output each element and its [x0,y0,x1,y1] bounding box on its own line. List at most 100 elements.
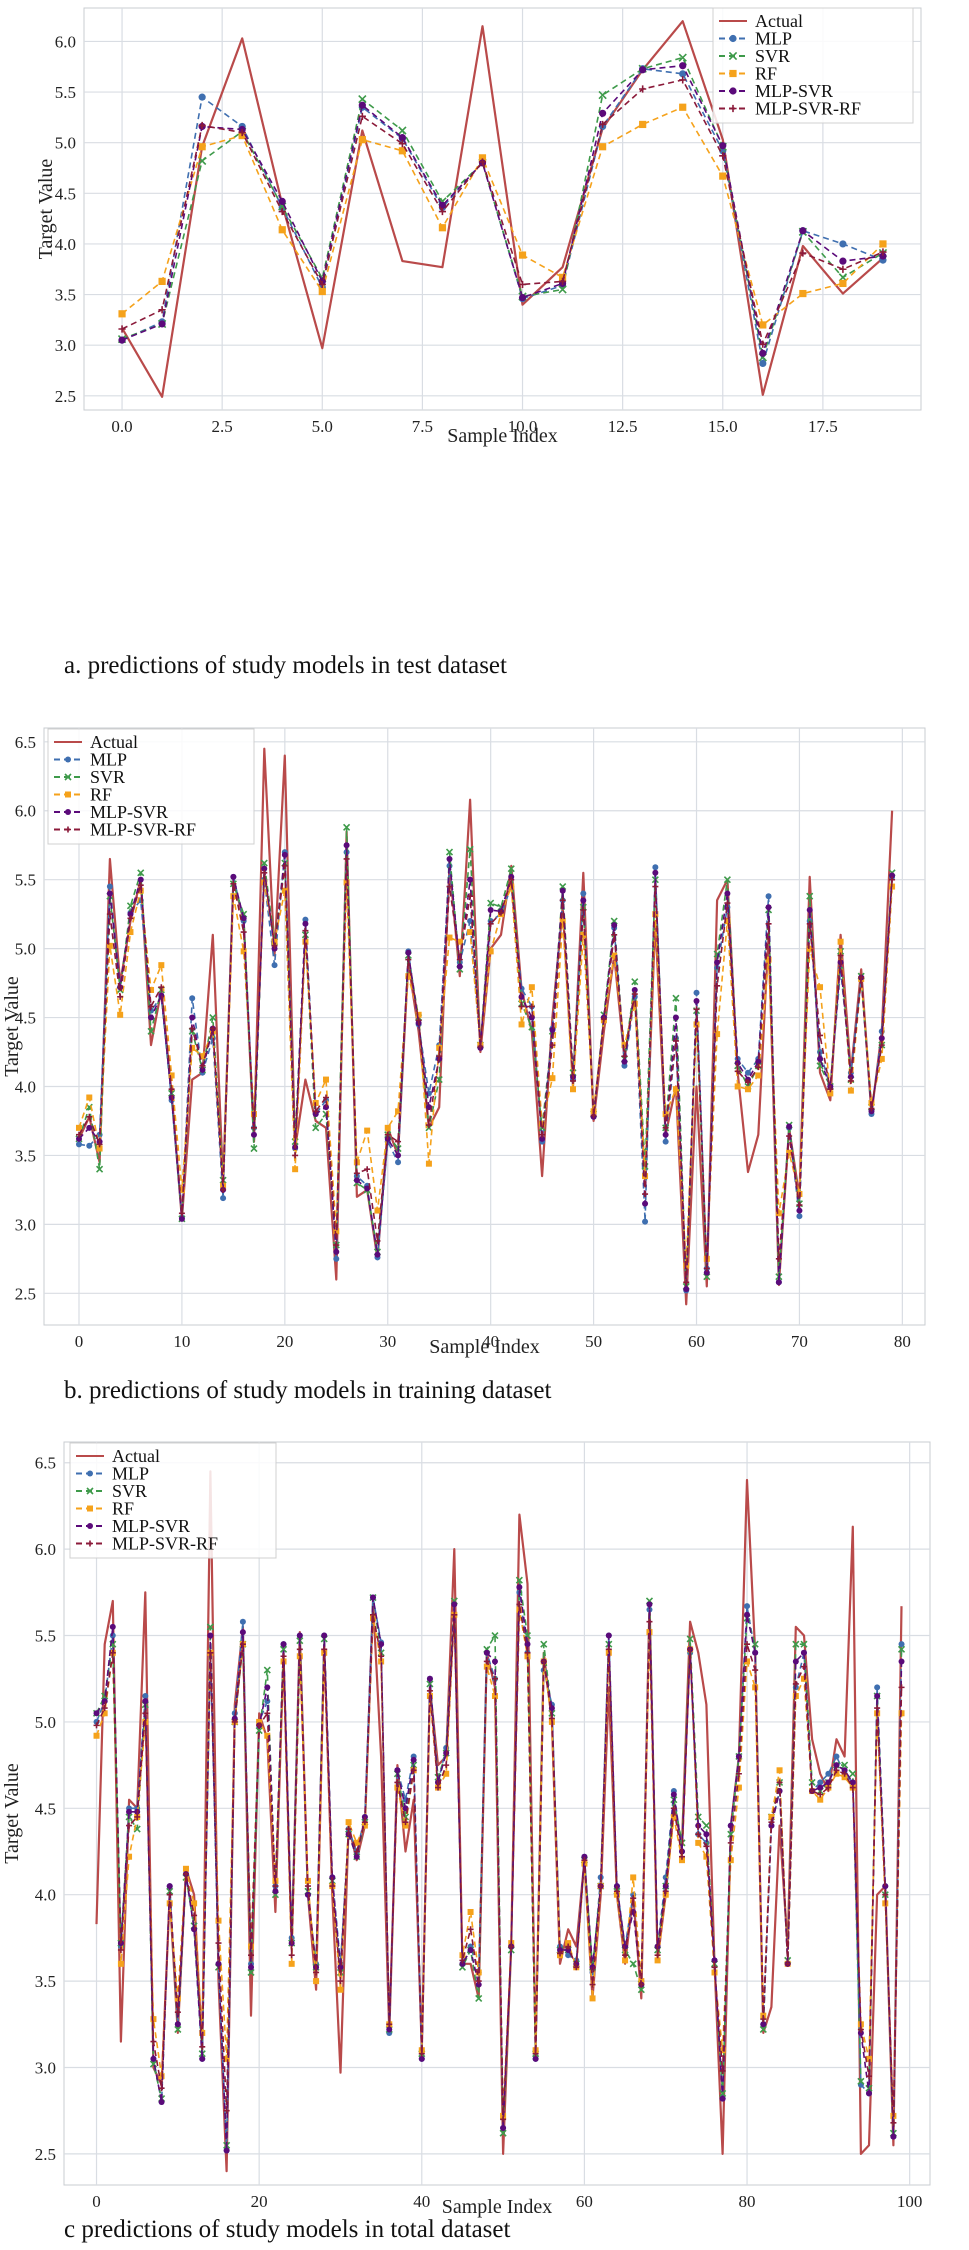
data-point [426,1680,434,1688]
data-point [755,1072,762,1079]
data-point [775,1255,782,1262]
data-point [776,1767,783,1774]
data-point [857,2077,865,2085]
data-point [839,279,847,288]
data-point [796,1207,803,1214]
legend-box [69,1442,277,1559]
data-point [806,945,813,952]
data-point [333,1228,340,1235]
data-point [518,1003,525,1010]
data-point [256,1718,263,1725]
data-point [271,938,278,945]
data-point [178,1215,185,1222]
data-point [590,1112,597,1119]
data-point [532,2055,539,2062]
data-point [518,251,527,259]
data-point [497,909,504,916]
data-point [528,984,535,991]
data-point [847,1087,854,1094]
data-point [500,2116,507,2123]
data-point [723,876,731,884]
xtick-label: 40 [413,2192,430,2211]
data-point [127,915,134,922]
data-point [719,142,727,150]
data-point [443,1762,450,1769]
data-point [137,869,145,877]
data-point [744,1641,751,1648]
data-point [321,1646,328,1653]
data-point [841,1767,848,1774]
data-point [693,1021,700,1028]
data-point [849,1784,856,1791]
data-point [580,931,587,938]
ytick-label: 3.0 [35,2059,56,2078]
data-point [487,948,494,955]
xtick-label: 0 [75,1332,84,1351]
data-point [711,1957,718,1964]
data-point [199,1053,206,1060]
data-point [395,1138,402,1145]
data-point [507,865,515,873]
data-point [833,1770,840,1777]
data-point [662,1111,669,1118]
data-point [198,143,206,151]
data-point [589,1995,596,2002]
data-point [148,1003,155,1010]
data-point [207,1649,214,1656]
data-point [323,1094,330,1101]
legend-label: RF [755,64,777,84]
data-point [158,320,166,328]
data-point [280,1653,287,1660]
ytick-label: 6.5 [35,1454,56,1473]
data-point [395,1108,402,1115]
data-point [642,1200,649,1207]
data-point [833,1767,840,1774]
data-point [358,101,366,109]
data-point [879,240,887,248]
data-point [158,277,166,286]
data-point [735,1753,742,1760]
data-point [443,1770,450,1777]
series-line-actual [121,20,884,398]
data-point [670,1805,677,1812]
data-point [524,1653,531,1660]
data-point [897,1645,906,1653]
data-point [581,1857,588,1864]
data-point [250,1124,257,1131]
data-point [106,911,113,918]
data-point [467,1926,474,1933]
data-point [364,1185,371,1192]
data-point [499,2129,507,2137]
data-point [611,952,618,959]
data-point [759,349,767,357]
series-mlp-svr-rf [75,855,896,1286]
data-point [672,994,680,1002]
caption-a: a. predictions of study models in test d… [64,652,507,679]
data-point [491,1675,498,1682]
legend-marker [87,1540,93,1547]
legend-marker [87,1523,93,1529]
data-point [281,862,288,869]
data-point [796,1213,803,1220]
data-point [639,66,647,74]
data-point [199,2043,206,2050]
data-point [302,920,309,927]
data-point [796,1202,803,1209]
data-point [264,1710,271,1717]
data-point [792,1658,799,1665]
data-point [580,897,587,904]
ytick-label: 3.5 [35,1972,56,1991]
data-point [446,855,453,862]
data-point [215,1940,222,1947]
data-point [137,876,144,883]
data-point [752,1667,759,1674]
data-point [278,226,286,234]
data-point [679,103,687,111]
data-point [642,1218,649,1225]
data-point [508,1943,515,1950]
data-point [394,1767,401,1774]
data-point [670,1791,677,1798]
data-point [662,1888,669,1895]
ytick-label: 4.0 [15,1077,36,1096]
data-point [93,1722,100,1729]
